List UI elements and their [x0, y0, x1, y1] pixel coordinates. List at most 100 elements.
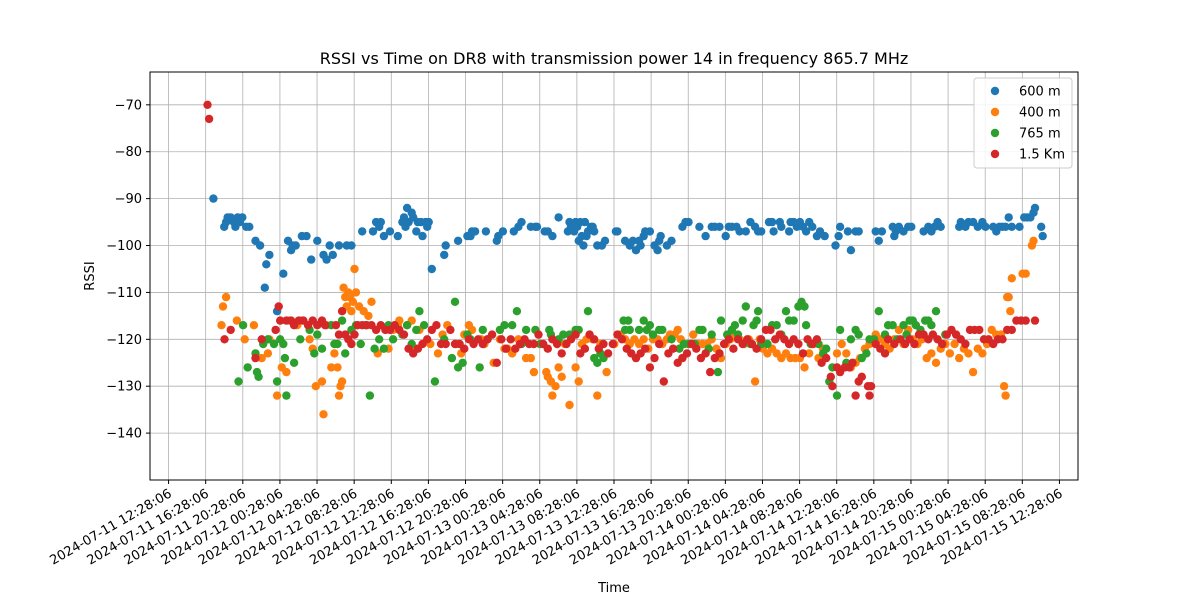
data-point — [317, 344, 327, 353]
data-point — [834, 231, 843, 241]
data-point — [311, 382, 320, 391]
data-point — [350, 330, 359, 339]
data-point — [269, 339, 279, 349]
data-point — [529, 339, 539, 349]
data-point — [593, 358, 602, 367]
data-point — [393, 231, 402, 241]
data-point — [450, 297, 460, 306]
data-point — [667, 236, 676, 245]
data-point — [655, 339, 664, 349]
data-point — [857, 372, 866, 381]
data-point — [707, 330, 716, 339]
data-point — [543, 344, 552, 353]
data-point — [319, 410, 328, 419]
data-point — [735, 227, 744, 236]
data-point — [645, 363, 655, 372]
data-point — [341, 349, 350, 358]
data-point — [376, 217, 385, 227]
data-point — [729, 344, 738, 353]
data-point — [738, 316, 747, 325]
data-point — [826, 372, 835, 381]
data-point — [313, 330, 322, 339]
data-point — [866, 382, 876, 391]
data-point — [808, 222, 817, 231]
data-point — [667, 335, 676, 344]
data-point — [701, 231, 710, 241]
data-point — [441, 241, 450, 250]
data-point — [645, 227, 655, 236]
data-point — [238, 213, 247, 222]
data-point — [656, 231, 665, 241]
data-point — [641, 344, 650, 353]
data-point — [305, 335, 314, 344]
data-point — [842, 349, 851, 358]
data-point — [653, 246, 662, 255]
data-point — [358, 227, 367, 236]
x-axis-title: Time — [597, 581, 630, 596]
data-point — [981, 222, 990, 231]
data-point — [238, 321, 248, 330]
data-point — [801, 321, 811, 330]
data-point — [964, 349, 973, 358]
data-point — [356, 339, 365, 349]
data-point — [240, 335, 249, 344]
data-point — [263, 349, 273, 358]
data-point — [481, 227, 491, 236]
data-point — [333, 339, 342, 349]
data-point — [506, 335, 515, 344]
y-tick-label: −130 — [106, 380, 142, 395]
data-point — [650, 353, 659, 363]
data-point — [910, 339, 919, 349]
data-point — [347, 339, 356, 349]
data-point — [999, 382, 1009, 391]
data-point — [1037, 222, 1046, 231]
data-point — [936, 222, 945, 231]
data-point — [271, 325, 280, 335]
data-point — [1021, 269, 1030, 278]
data-point — [204, 114, 214, 124]
data-point — [419, 321, 429, 330]
data-point — [961, 339, 970, 349]
data-point — [854, 330, 863, 339]
data-point — [750, 377, 760, 386]
data-point — [741, 227, 750, 236]
data-point — [517, 217, 526, 227]
data-point — [593, 391, 602, 400]
data-point — [757, 227, 766, 236]
y-tick-label: −140 — [106, 427, 142, 442]
data-point — [272, 377, 282, 386]
data-point — [279, 339, 288, 349]
data-point — [447, 353, 457, 363]
data-point — [388, 335, 398, 344]
data-point — [794, 339, 803, 349]
data-point — [557, 349, 566, 358]
legend-label: 400 m — [1019, 106, 1061, 121]
series-600-m — [209, 194, 1047, 316]
data-point — [327, 363, 336, 372]
legend-label: 765 m — [1019, 127, 1061, 142]
data-point — [599, 339, 608, 349]
data-point — [368, 227, 378, 236]
data-point — [1007, 222, 1016, 231]
data-point — [317, 377, 327, 386]
data-point — [441, 339, 450, 349]
data-point — [475, 363, 484, 372]
data-point — [521, 325, 531, 335]
data-point — [590, 335, 599, 344]
data-point — [418, 231, 427, 241]
data-point — [440, 250, 449, 260]
data-point — [412, 325, 421, 335]
data-point — [554, 213, 563, 222]
legend: 600 m 400 m 765 m 1.5 Km — [973, 77, 1073, 169]
data-point — [975, 325, 984, 335]
data-point — [668, 344, 678, 353]
data-point — [724, 335, 733, 344]
data-point — [608, 339, 617, 349]
y-axis-title: RSSI — [83, 261, 98, 290]
data-point — [955, 353, 964, 363]
data-point — [801, 227, 811, 236]
data-point — [565, 400, 574, 410]
data-point — [217, 321, 226, 330]
legend-box — [973, 77, 1073, 169]
data-point — [232, 316, 242, 325]
